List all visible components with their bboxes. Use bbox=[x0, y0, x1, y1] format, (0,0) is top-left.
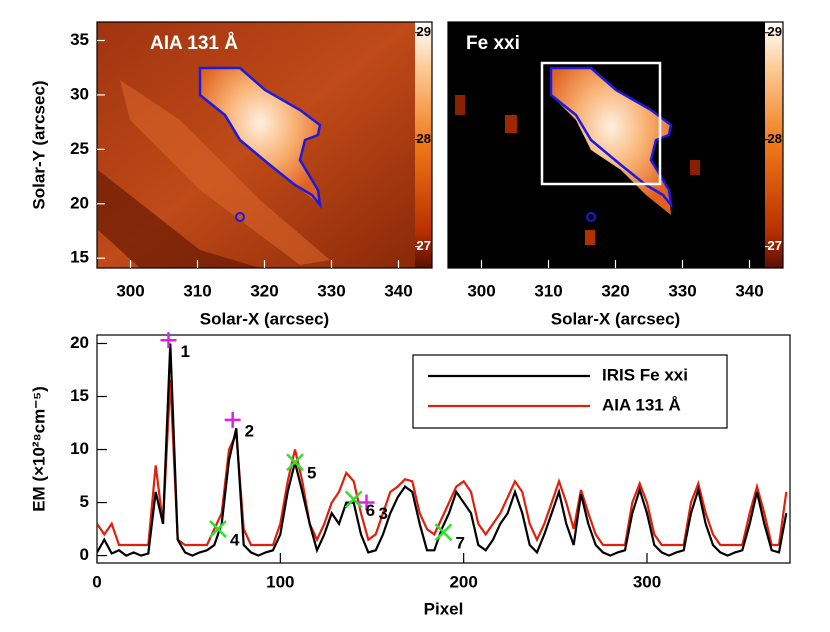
marker-label: 6 bbox=[366, 501, 375, 520]
colorbar-tick-label: 29 bbox=[417, 24, 431, 39]
x-tick-label: 310 bbox=[183, 281, 211, 300]
marker bbox=[358, 494, 375, 511]
x-tick-label: 100 bbox=[266, 572, 294, 591]
marker bbox=[434, 523, 453, 542]
panel-title: Fe xxi bbox=[466, 33, 520, 54]
y-tick-label: 10 bbox=[70, 439, 89, 458]
marker bbox=[286, 453, 304, 472]
marker-label: 4 bbox=[230, 531, 240, 550]
x-tick-label: 0 bbox=[92, 572, 101, 591]
x-tick-label: 320 bbox=[601, 281, 629, 300]
y-tick-label: 25 bbox=[70, 139, 89, 158]
x-tick-label: 300 bbox=[633, 572, 661, 591]
x-axis-label: Solar-X (arcsec) bbox=[551, 309, 680, 328]
y-tick-label: 15 bbox=[70, 248, 89, 267]
marker bbox=[344, 490, 363, 509]
legend-label: AIA 131 Å bbox=[602, 395, 681, 414]
y-tick-label: 5 bbox=[80, 492, 89, 511]
marker-label: 2 bbox=[245, 421, 254, 440]
legend-label: IRIS Fe xxi bbox=[602, 365, 688, 384]
marker-label: 7 bbox=[456, 534, 465, 553]
image-aia bbox=[97, 22, 432, 268]
marker bbox=[224, 411, 241, 428]
x-axis-label: Pixel bbox=[424, 599, 464, 618]
x-tick-label: 310 bbox=[534, 281, 562, 300]
x-tick-label: 330 bbox=[668, 281, 696, 300]
image-fexxi bbox=[448, 22, 783, 268]
y-tick-label: 0 bbox=[80, 545, 89, 564]
colorbar-tick-label: 28 bbox=[417, 131, 431, 146]
colorbar-tick-label: 27 bbox=[417, 238, 431, 253]
panel-title: AIA 131 Å bbox=[150, 33, 238, 54]
x-tick-label: 300 bbox=[467, 281, 495, 300]
x-tick-label: 340 bbox=[384, 281, 412, 300]
marker bbox=[209, 520, 227, 538]
y-tick-label: 20 bbox=[70, 193, 89, 212]
x-tick-label: 300 bbox=[116, 281, 144, 300]
marker-label: 3 bbox=[379, 504, 388, 523]
x-tick-label: 200 bbox=[449, 572, 477, 591]
y-tick-label: 35 bbox=[70, 30, 89, 49]
y-axis-label: EM (×10²⁸cm⁻⁵) bbox=[29, 386, 48, 512]
legend-box bbox=[412, 354, 728, 429]
x-tick-label: 340 bbox=[735, 281, 763, 300]
x-tick-label: 330 bbox=[317, 281, 345, 300]
colorbar-tick-label: 29 bbox=[768, 24, 782, 39]
y-tick-label: 20 bbox=[70, 333, 89, 352]
colorbar-tick-label: 27 bbox=[768, 238, 782, 253]
marker-label: 5 bbox=[307, 464, 316, 483]
y-tick-label: 15 bbox=[70, 386, 89, 405]
x-axis-label: Solar-X (arcsec) bbox=[200, 309, 329, 328]
colorbar-tick-label: 28 bbox=[768, 131, 782, 146]
x-tick-label: 320 bbox=[250, 281, 278, 300]
y-axis-label: Solar-Y (arcsec) bbox=[29, 80, 48, 209]
marker bbox=[160, 332, 177, 349]
marker-label: 1 bbox=[181, 342, 190, 361]
y-tick-label: 30 bbox=[70, 84, 89, 103]
